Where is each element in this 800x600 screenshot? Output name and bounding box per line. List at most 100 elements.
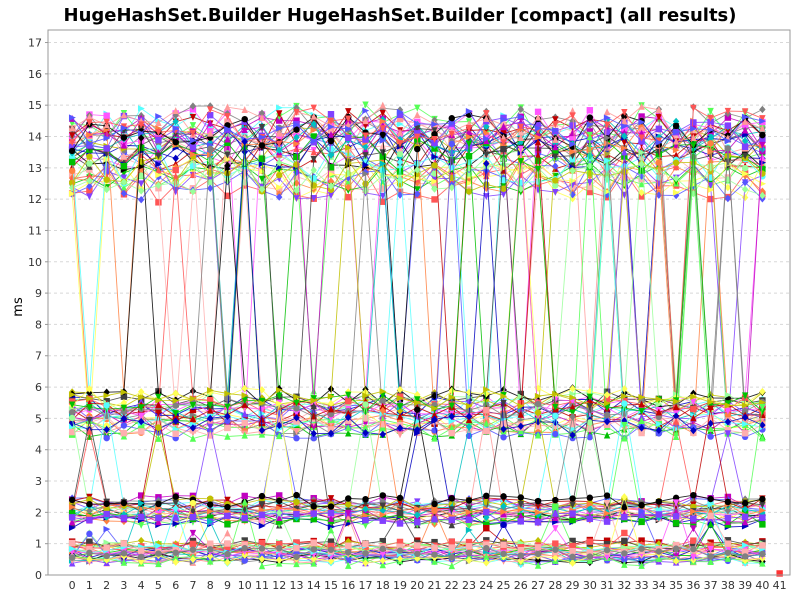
data-point [655,148,663,156]
data-point [137,492,145,499]
data-point [345,121,352,129]
data-point [327,393,335,400]
x-tick-label: 6 [172,579,179,592]
data-point [414,429,421,437]
data-point [189,102,197,110]
data-point [586,425,594,432]
data-point [68,524,76,531]
data-point [517,185,525,193]
data-point [86,501,93,508]
data-point [276,184,283,191]
data-point [638,511,645,518]
data-point [431,500,438,508]
data-point [224,155,232,163]
data-point [137,521,145,529]
data-point [293,399,300,407]
x-tick-label: 28 [548,579,562,592]
data-point [224,512,231,520]
data-point [483,137,490,145]
data-point [707,134,714,143]
data-point [137,196,145,204]
data-point [86,119,93,127]
data-point [241,492,248,500]
data-point [638,394,646,401]
data-point [155,181,162,189]
data-point [224,390,232,397]
data-point [276,171,283,179]
data-point [603,492,611,499]
data-point [534,113,542,121]
data-point [68,114,76,121]
data-point [690,508,698,515]
data-point [517,400,525,407]
data-point [707,520,714,528]
data-point [534,502,542,510]
data-point [707,195,714,203]
data-point [103,510,110,518]
data-point [68,158,76,166]
data-point [258,522,266,530]
data-point [327,399,335,408]
data-point [310,175,317,182]
data-point [603,395,611,403]
data-point [741,126,749,134]
data-point [741,402,749,409]
data-point [500,493,507,500]
data-point [638,429,645,437]
data-point [724,194,732,203]
x-tick-label: 23 [462,579,476,592]
data-point [137,404,145,412]
data-point [189,421,197,428]
data-point [276,414,283,422]
data-point [483,122,490,131]
data-point [534,138,542,146]
data-point [345,158,352,166]
data-point [224,169,231,177]
data-point [586,121,594,128]
data-point [569,140,577,148]
data-point [465,125,473,132]
data-point [68,143,76,151]
data-point [500,116,508,123]
data-point [483,129,490,137]
data-point [534,431,542,439]
x-tick-label: 38 [721,579,735,592]
data-point [362,392,370,399]
data-point [207,145,214,153]
x-tick-label: 31 [600,579,614,592]
x-tick-label: 19 [393,579,407,592]
data-point [500,399,507,407]
data-point [293,173,300,180]
data-point [569,148,577,156]
x-tick-label: 8 [207,579,214,592]
data-point [207,508,214,515]
data-point [86,160,93,167]
data-point [517,518,525,525]
data-point [465,516,473,523]
x-tick-label: 16 [341,579,355,592]
data-point [569,107,576,115]
data-point [552,496,559,504]
data-point [68,139,76,147]
data-point [137,187,145,195]
data-point [224,417,231,424]
data-point [189,122,197,129]
data-point [345,398,352,405]
data-point [741,143,749,151]
data-point [310,387,317,395]
data-point [310,112,317,120]
data-point [759,124,766,132]
data-point [690,393,698,400]
data-point [207,119,214,127]
data-point [448,140,455,148]
data-point [276,129,283,137]
data-point [327,164,335,171]
data-point [327,182,335,190]
data-point [258,109,266,117]
data-point [759,514,766,521]
data-point [172,184,179,192]
data-point [379,125,386,133]
data-point [759,153,766,161]
data-point [621,132,628,140]
data-point [431,196,438,203]
